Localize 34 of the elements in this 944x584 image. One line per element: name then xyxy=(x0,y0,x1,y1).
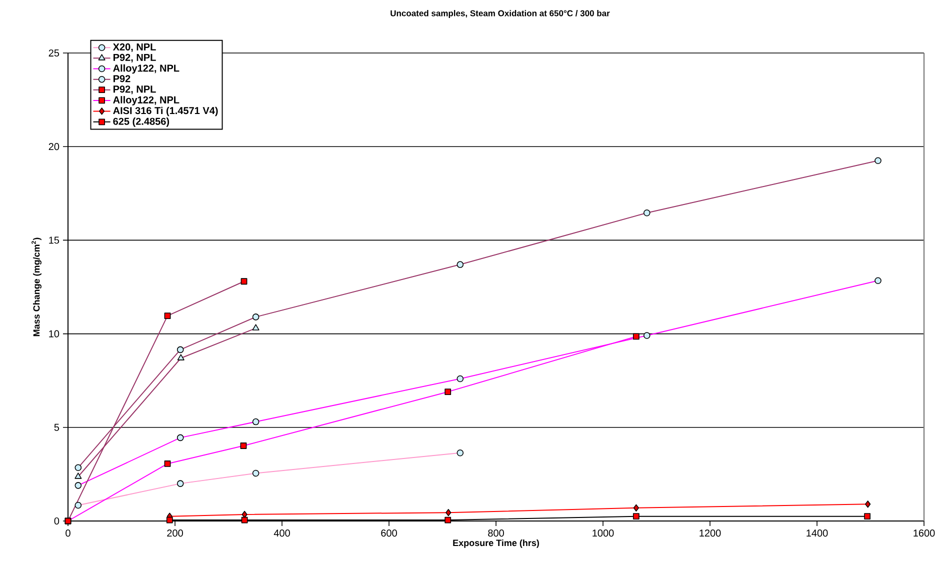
y-tick-label: 5 xyxy=(54,424,60,431)
legend-label: AISI 316 Ti (1.4571 V4) xyxy=(113,106,218,116)
point xyxy=(241,516,248,524)
legend-label: P92, NPL xyxy=(114,54,156,62)
x-tick-label: 400 xyxy=(274,530,290,537)
x-tick-label: 1600 xyxy=(914,530,935,537)
x-tick-label: 600 xyxy=(381,530,397,537)
y-tick-label: 10 xyxy=(49,330,60,338)
point xyxy=(166,516,173,524)
legend-label: Alloy122, NPL xyxy=(113,64,180,74)
point xyxy=(633,504,639,512)
legend-label: 625 (2.4856) xyxy=(113,118,170,127)
legend-label: P92 xyxy=(114,75,130,82)
point xyxy=(446,508,452,516)
point xyxy=(865,500,871,508)
y-tick-label: 20 xyxy=(48,143,60,150)
y-tick-label: 0 xyxy=(54,517,60,525)
x-tick-label: 1000 xyxy=(592,530,614,537)
y-tick-label: 25 xyxy=(48,49,60,57)
legend-label: P92, NPL xyxy=(114,86,156,94)
legend-label: Alloy122, NPL xyxy=(113,96,180,106)
y-tick-label: 15 xyxy=(49,236,60,244)
x-tick-label: 1200 xyxy=(700,530,721,537)
y-axis-title: Mass Change (mg/cm$^{2}$) xyxy=(32,238,42,336)
point xyxy=(444,516,452,524)
x-tick-label: 0 xyxy=(66,530,70,537)
x-tick-label: 800 xyxy=(488,530,504,537)
point xyxy=(864,513,870,520)
point xyxy=(632,513,640,520)
chart-title: Uncoated samples, Steam Oxidation at 650°C / 300 bar xyxy=(390,10,610,18)
x-tick-label: 1400 xyxy=(806,530,828,537)
x-axis-title: Exposure Time (hrs) xyxy=(453,539,539,548)
legend-label: X20, NPL xyxy=(112,43,156,52)
x-tick-label: 200 xyxy=(167,530,183,537)
